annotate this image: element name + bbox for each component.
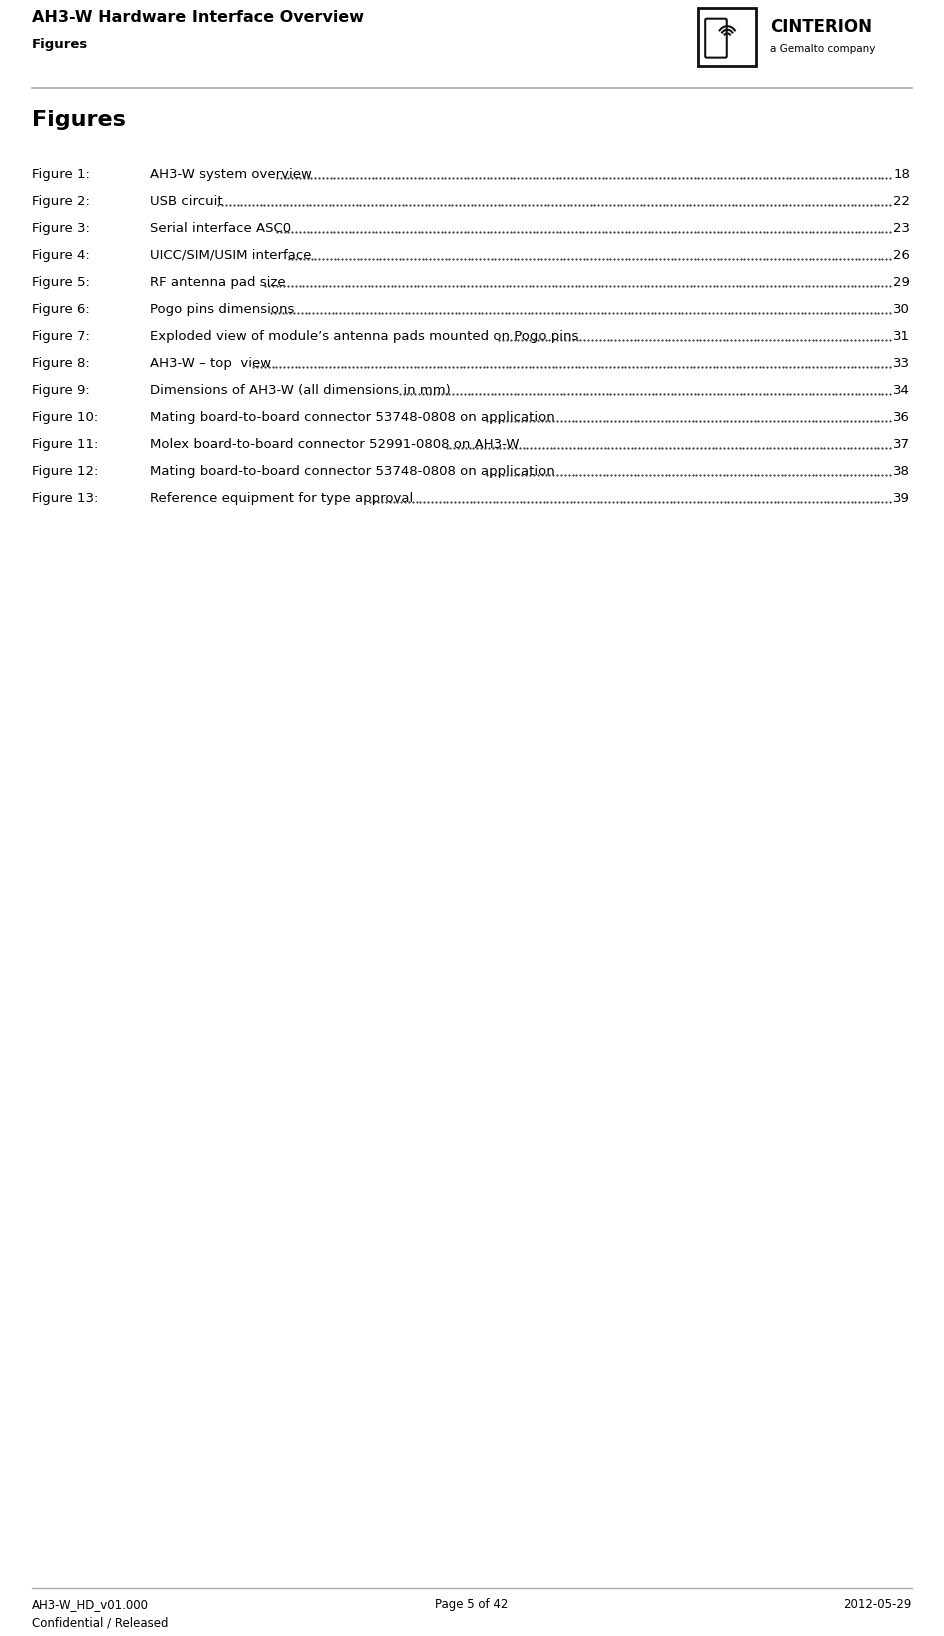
Text: Figure 4:: Figure 4: xyxy=(32,249,90,262)
Text: 34: 34 xyxy=(893,384,910,398)
Text: Exploded view of module’s antenna pads mounted on Pogo pins: Exploded view of module’s antenna pads m… xyxy=(150,330,579,344)
Text: 18: 18 xyxy=(893,169,910,182)
Text: Figure 13:: Figure 13: xyxy=(32,492,98,506)
Text: Pogo pins dimensions: Pogo pins dimensions xyxy=(150,303,295,316)
Text: Mating board-to-board connector 53748-0808 on application: Mating board-to-board connector 53748-08… xyxy=(150,465,555,478)
Text: Figure 1:: Figure 1: xyxy=(32,169,90,182)
Text: AH3-W Hardware Interface Overview: AH3-W Hardware Interface Overview xyxy=(32,10,364,25)
Text: Mating board-to-board connector 53748-0808 on application: Mating board-to-board connector 53748-08… xyxy=(150,411,555,424)
Text: AH3-W system overview: AH3-W system overview xyxy=(150,169,312,182)
Text: Confidential / Released: Confidential / Released xyxy=(32,1616,168,1629)
Text: Figure 11:: Figure 11: xyxy=(32,438,98,452)
Text: AH3-W_HD_v01.000: AH3-W_HD_v01.000 xyxy=(32,1598,149,1611)
Text: UICC/SIM/USIM interface: UICC/SIM/USIM interface xyxy=(150,249,312,262)
Text: Figure 7:: Figure 7: xyxy=(32,330,90,344)
Text: 29: 29 xyxy=(893,276,910,290)
Text: Figures: Figures xyxy=(32,38,88,51)
Text: Figure 5:: Figure 5: xyxy=(32,276,90,290)
Text: Page 5 of 42: Page 5 of 42 xyxy=(435,1598,509,1611)
Text: Figure 9:: Figure 9: xyxy=(32,384,90,398)
Text: Figure 3:: Figure 3: xyxy=(32,222,90,236)
Text: 23: 23 xyxy=(893,222,910,236)
Text: 37: 37 xyxy=(893,438,910,452)
Text: RF antenna pad size: RF antenna pad size xyxy=(150,276,286,290)
Text: Figure 10:: Figure 10: xyxy=(32,411,98,424)
Text: Reference equipment for type approval: Reference equipment for type approval xyxy=(150,492,413,506)
Text: 31: 31 xyxy=(893,330,910,344)
Text: a Gemalto company: a Gemalto company xyxy=(770,44,875,54)
Text: 38: 38 xyxy=(893,465,910,478)
Text: AH3-W – top  view: AH3-W – top view xyxy=(150,357,271,370)
Text: Figure 2:: Figure 2: xyxy=(32,195,90,208)
Text: Figure 8:: Figure 8: xyxy=(32,357,90,370)
FancyBboxPatch shape xyxy=(705,18,727,57)
Text: CINTERION: CINTERION xyxy=(770,18,872,36)
Text: USB circuit: USB circuit xyxy=(150,195,223,208)
Text: 33: 33 xyxy=(893,357,910,370)
Text: 26: 26 xyxy=(893,249,910,262)
Text: Figures: Figures xyxy=(32,110,126,129)
Text: Molex board-to-board connector 52991-0808 on AH3-W: Molex board-to-board connector 52991-080… xyxy=(150,438,519,452)
Text: 2012-05-29: 2012-05-29 xyxy=(844,1598,912,1611)
Text: 39: 39 xyxy=(893,492,910,506)
Text: Figure 6:: Figure 6: xyxy=(32,303,90,316)
Text: 30: 30 xyxy=(893,303,910,316)
Bar xyxy=(698,8,756,65)
Text: Serial interface ASC0: Serial interface ASC0 xyxy=(150,222,291,236)
Text: Dimensions of AH3-W (all dimensions in mm): Dimensions of AH3-W (all dimensions in m… xyxy=(150,384,450,398)
Text: Figure 12:: Figure 12: xyxy=(32,465,98,478)
Text: 22: 22 xyxy=(893,195,910,208)
Text: 36: 36 xyxy=(893,411,910,424)
